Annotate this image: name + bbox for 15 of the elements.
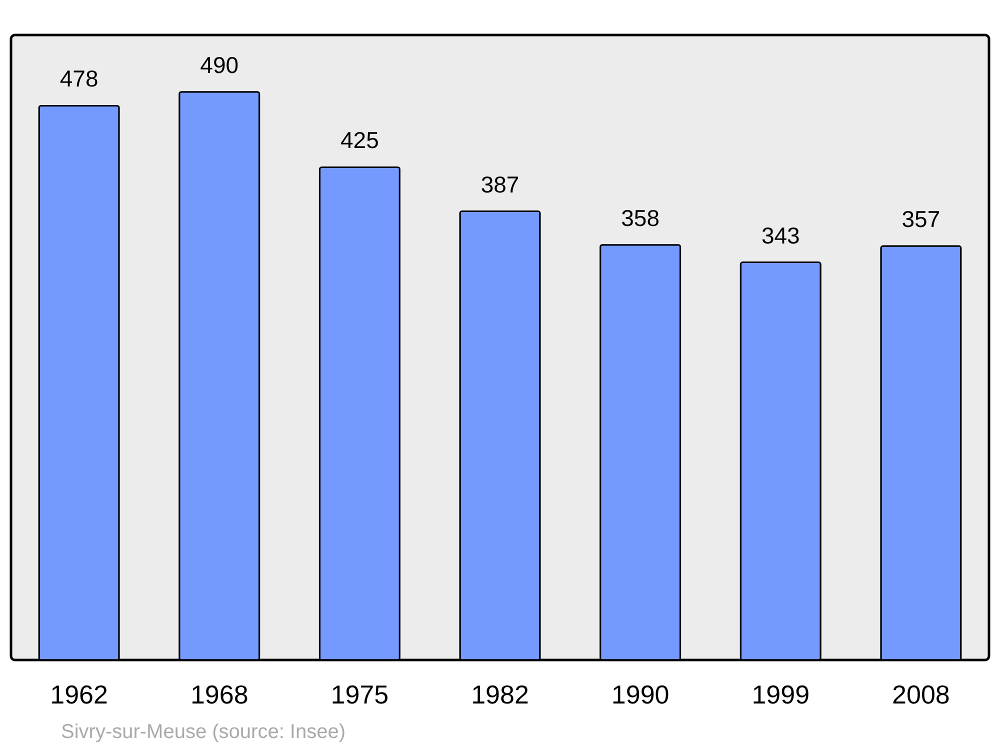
x-tick-label: 2008: [892, 680, 950, 710]
data-label: 478: [60, 66, 98, 92]
x-tick-label: 1999: [752, 680, 810, 710]
text: Sivry-sur-Meuse (source: Insee): [61, 721, 346, 743]
data-label: 490: [200, 52, 239, 78]
data-label: 358: [621, 204, 660, 231]
x-tick-label: 1982: [471, 680, 529, 710]
x-tick-label: 1975: [330, 680, 389, 710]
data-label: 357: [902, 206, 940, 232]
data-label: 343: [761, 222, 800, 248]
x-tick-label: 1962: [50, 680, 108, 710]
data-label: 425: [340, 127, 379, 154]
data-label: 387: [480, 171, 520, 198]
x-tick-label: 1990: [611, 680, 670, 710]
x-tick-label: 1968: [190, 680, 248, 710]
